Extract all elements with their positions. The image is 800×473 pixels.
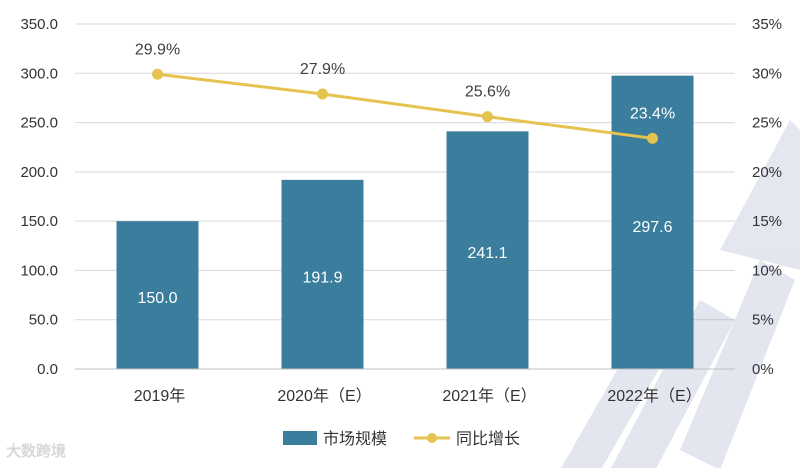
y-left-tick-label: 250.0 [20,115,58,132]
growth-value-label: 29.9% [135,41,180,58]
x-tick-label: 2019年 [134,387,186,405]
growth-point [647,132,658,144]
growth-value-label: 27.9% [300,61,345,78]
y-left-tick-label: 100.0 [20,262,58,279]
x-tick-label: 2022年（E） [607,387,701,405]
y-right-tick-label: 15% [752,213,782,230]
bar-value-label: 191.9 [302,269,342,286]
y-left-tick-label: 300.0 [20,65,58,82]
bar-value-label: 297.6 [632,219,672,236]
bar [116,221,199,369]
bar-value-label: 150.0 [137,290,177,307]
growth-point [152,68,163,80]
y-right-tick-label: 35% [752,16,782,33]
legend-bar-swatch [283,431,317,445]
watermark-stroke [680,260,795,470]
bar-value-label: 241.1 [467,245,507,262]
y-left-tick-label: 0.0 [37,361,58,378]
source-watermark: 大数跨境 [6,440,66,461]
y-left-tick-label: 50.0 [29,312,58,329]
growth-point [317,88,328,100]
legend-line-label: 同比增长 [456,430,520,448]
growth-line [157,72,653,140]
growth-value-label: 25.6% [465,84,510,101]
source-watermark-text: 大数跨境 [6,442,67,460]
watermark-stroke [610,300,735,473]
y-left-tick-label: 150.0 [20,213,58,230]
bar [281,179,364,369]
watermark-stroke [720,120,800,270]
bar [446,131,529,369]
y-left-tick-label: 200.0 [20,164,58,181]
y-right-tick-label: 10% [752,262,782,279]
y-right-tick-label: 30% [752,65,782,82]
legend-bar-label: 市场规模 [323,430,387,448]
y-right-tick-label: 0% [752,361,774,378]
y-right-tick-label: 5% [752,312,774,329]
growth-value-label: 23.4% [630,105,675,122]
growth-point [482,111,493,123]
y-left-tick-label: 350.0 [20,16,58,33]
x-tick-label: 2021年（E） [442,387,536,405]
legend-line-marker [427,433,437,443]
bar [611,75,694,369]
y-right-tick-label: 20% [752,164,782,181]
y-right-tick-label: 25% [752,115,782,132]
x-tick-label: 2020年（E） [277,387,371,405]
